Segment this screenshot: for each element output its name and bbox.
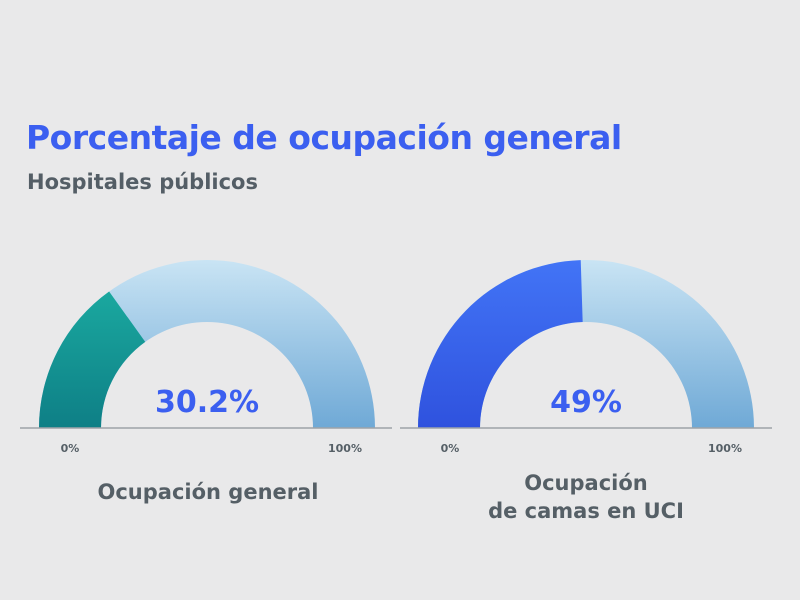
page-subtitle: Hospitales públicos <box>27 170 258 194</box>
gauge-track <box>39 260 375 428</box>
gauge-caption-line-1: Ocupación <box>524 471 647 495</box>
gauge-value-label: 49% <box>550 385 622 420</box>
gauge-fill <box>39 291 146 428</box>
gauge-fill <box>418 260 583 428</box>
gauge-occupancy-general: 30.2% 0% 100% Ocupación general <box>39 260 375 504</box>
gauge-max-tick: 100% <box>328 442 362 455</box>
gauge-caption: Ocupación general <box>98 480 319 504</box>
gauge-value-label: 30.2% <box>155 385 259 420</box>
gauge-occupancy-icu: 49% 0% 100% Ocupación de camas en UCI <box>418 260 754 523</box>
gauge-caption-line-2: de camas en UCI <box>488 499 684 523</box>
gauge-min-tick: 0% <box>61 442 80 455</box>
gauge-min-tick: 0% <box>441 442 460 455</box>
page-title: Porcentaje de ocupación general <box>26 118 622 157</box>
gauge-max-tick: 100% <box>708 442 742 455</box>
